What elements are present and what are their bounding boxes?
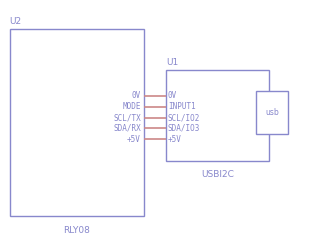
Text: INPUT1: INPUT1	[168, 102, 196, 111]
Text: SDA/IO3: SDA/IO3	[168, 124, 200, 133]
Text: SCL/TX: SCL/TX	[113, 113, 141, 122]
Text: 0V: 0V	[132, 91, 141, 101]
Text: MODE: MODE	[122, 102, 141, 111]
Text: usb: usb	[265, 108, 279, 117]
Text: +5V: +5V	[127, 135, 141, 144]
Text: RLY08: RLY08	[63, 226, 90, 235]
Text: +5V: +5V	[168, 135, 182, 144]
Bar	[10, 29, 144, 216]
Text: U2: U2	[10, 18, 22, 26]
Bar	[166, 70, 269, 161]
Text: SCL/IO2: SCL/IO2	[168, 113, 200, 122]
Text: U1: U1	[166, 58, 179, 67]
Text: 0V: 0V	[168, 91, 177, 101]
Text: USBI2C: USBI2C	[201, 170, 234, 179]
Bar	[256, 91, 288, 134]
Text: SDA/RX: SDA/RX	[113, 124, 141, 133]
